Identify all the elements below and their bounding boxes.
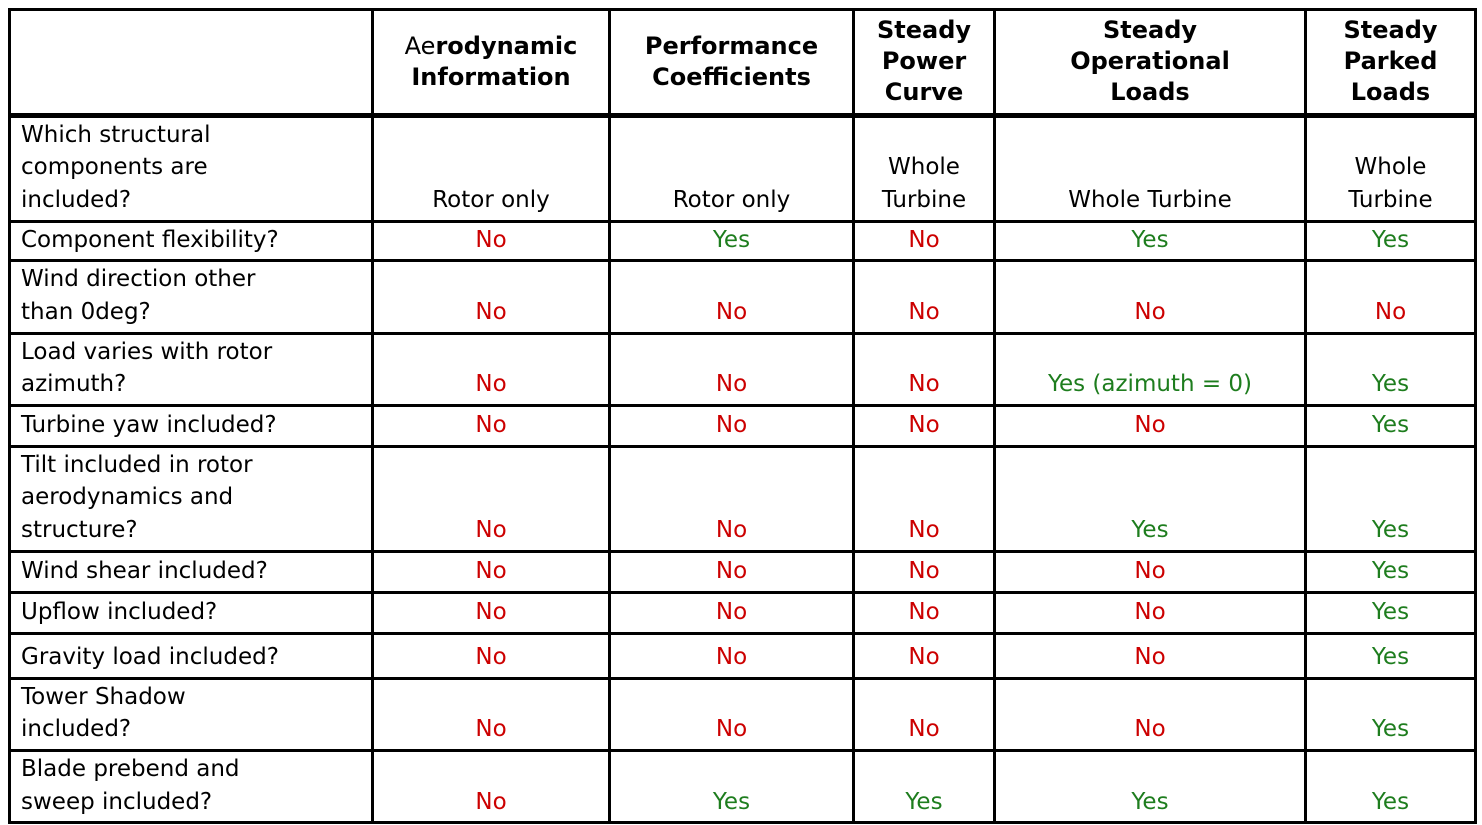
answer-cell: No [852, 259, 996, 335]
answer-cell: Yes [993, 219, 1307, 263]
answer-cell: Rotor only [608, 113, 855, 223]
answer-cell: No [371, 590, 611, 635]
answer-cell: No [371, 219, 611, 263]
answer-cell: Rotor only [371, 113, 611, 223]
answer-cell: No [852, 403, 996, 448]
answer-cell: No [852, 219, 996, 263]
answer-cell: Yes [1304, 749, 1477, 825]
answer-cell: No [993, 631, 1307, 680]
answer-cell: Whole Turbine [993, 113, 1307, 223]
answer-cell: No [608, 676, 855, 753]
answer-cell: Yes [608, 749, 855, 825]
table-header: Aerodynamic Information Performance Coef… [8, 8, 1477, 118]
answer-cell: Whole Turbine [1304, 113, 1477, 223]
table-body: Which structural components are included… [8, 113, 1477, 825]
answer-cell: No [608, 444, 855, 553]
table-row: Which structural components are included… [8, 113, 1477, 223]
answer-cell: No [993, 590, 1307, 635]
answer-cell: No [993, 259, 1307, 335]
column-header-steady-operational-loads: Steady Operational Loads [993, 8, 1307, 118]
row-label: Gravity load included? [8, 631, 374, 680]
answer-cell: No [852, 590, 996, 635]
table-row: Tower Shadow included? No No No No Yes [8, 676, 1477, 753]
answer-cell: No [852, 631, 996, 680]
row-label: Which structural components are included… [8, 113, 374, 223]
answer-cell: No [371, 549, 611, 594]
row-label: Wind direction other than 0deg? [8, 259, 374, 335]
column-header-aerodynamic-information: Aerodynamic Information [371, 8, 611, 118]
answer-cell: Yes [608, 219, 855, 263]
answer-cell: No [371, 259, 611, 335]
table-row: Component flexibility? No Yes No Yes Yes [8, 219, 1477, 263]
row-label: Turbine yaw included? [8, 403, 374, 448]
answer-cell: No [371, 749, 611, 825]
answer-cell: Yes [1304, 631, 1477, 680]
answer-cell: Yes [1304, 331, 1477, 407]
table-row: Tilt included in rotor aerodynamics and … [8, 444, 1477, 553]
answer-cell: No [1304, 259, 1477, 335]
row-label: Load varies with rotor azimuth? [8, 331, 374, 407]
table-row: Load varies with rotor azimuth? No No No Yes… [8, 331, 1477, 407]
answer-cell: No [993, 676, 1307, 753]
header-text-regular-part: Ae [404, 31, 436, 60]
answer-cell: No [371, 331, 611, 407]
answer-cell: Yes [993, 444, 1307, 553]
answer-cell: No [608, 403, 855, 448]
row-label: Component flexibility? [8, 219, 374, 263]
answer-cell: Yes (azimuth = 0) [993, 331, 1307, 407]
table-row: Blade prebend and sweep included? No Yes Ye… [8, 749, 1477, 825]
table-row: Gravity load included? No No No No Yes [8, 631, 1477, 680]
row-label: Blade prebend and sweep included? [8, 749, 374, 825]
table-row: Turbine yaw included? No No No No Yes [8, 403, 1477, 448]
answer-cell: No [852, 549, 996, 594]
answer-cell: Yes [1304, 590, 1477, 635]
answer-cell: No [993, 549, 1307, 594]
answer-cell: Yes [1304, 403, 1477, 448]
answer-cell: Yes [1304, 444, 1477, 553]
answer-cell: No [852, 444, 996, 553]
column-header-steady-parked-loads: Steady Parked Loads [1304, 8, 1477, 118]
column-header-performance-coefficients: Performance Coefficients [608, 8, 855, 118]
answer-cell: No [371, 631, 611, 680]
row-label: Wind shear included? [8, 549, 374, 594]
table-row: Wind direction other than 0deg? No No No No N… [8, 259, 1477, 335]
answer-cell: Whole Turbine [852, 113, 996, 223]
row-label: Tilt included in rotor aerodynamics and … [8, 444, 374, 553]
answer-cell: No [852, 331, 996, 407]
answer-cell: No [852, 676, 996, 753]
answer-cell: No [608, 331, 855, 407]
answer-cell: Yes [1304, 676, 1477, 753]
row-label: Upflow included? [8, 590, 374, 635]
column-header-steady-power-curve: Steady Power Curve [852, 8, 996, 118]
answer-cell: No [371, 444, 611, 553]
answer-cell: No [608, 590, 855, 635]
answer-cell: No [371, 676, 611, 753]
answer-cell: No [371, 403, 611, 448]
answer-cell: Yes [1304, 219, 1477, 263]
answer-cell: No [608, 631, 855, 680]
answer-cell: Yes [1304, 549, 1477, 594]
row-label: Tower Shadow included? [8, 676, 374, 753]
answer-cell: No [608, 549, 855, 594]
answer-cell: Yes [993, 749, 1307, 825]
table-row: Wind shear included? No No No No Yes [8, 549, 1477, 594]
model-capability-comparison-table: Aerodynamic Information Performance Coef… [8, 8, 1477, 825]
answer-cell: No [993, 403, 1307, 448]
header-text-bold-part: rodynamic Information [411, 31, 578, 91]
answer-cell: Yes [852, 749, 996, 825]
answer-cell: No [608, 259, 855, 335]
column-header-empty [8, 8, 374, 118]
table-row: Upflow included? No No No No Yes [8, 590, 1477, 635]
header-row: Aerodynamic Information Performance Coef… [8, 8, 1477, 118]
